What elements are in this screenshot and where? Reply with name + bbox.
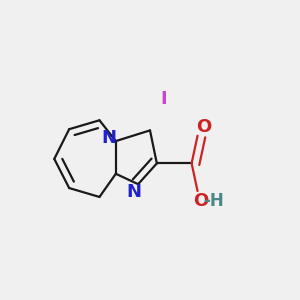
- Text: -H: -H: [203, 191, 224, 209]
- Text: I: I: [160, 91, 167, 109]
- Text: O: O: [196, 118, 211, 136]
- Text: O: O: [193, 191, 208, 209]
- Text: N: N: [101, 129, 116, 147]
- Text: N: N: [126, 183, 141, 201]
